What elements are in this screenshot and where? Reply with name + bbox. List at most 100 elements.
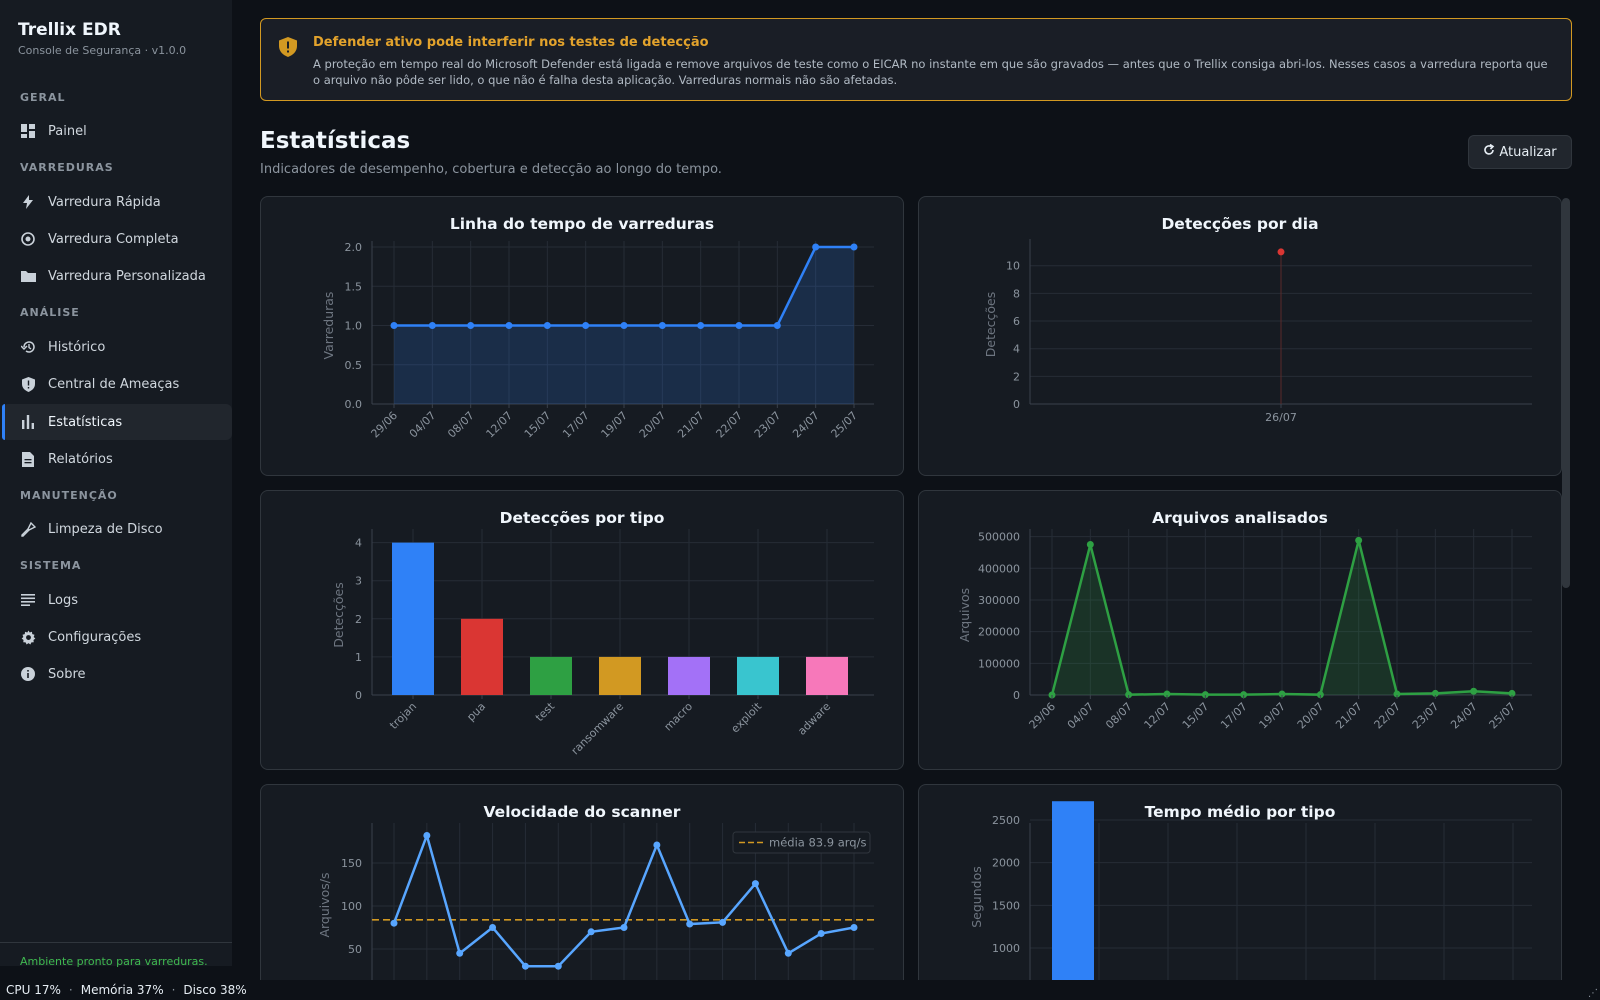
info-icon: [20, 666, 36, 682]
x-tick-label: 17/07: [1218, 700, 1250, 732]
folder-icon: [20, 268, 36, 284]
x-tick-label: 24/07: [790, 409, 822, 441]
sidebar-item-configuracoes[interactable]: Configurações: [2, 619, 232, 655]
data-point: [1431, 689, 1439, 697]
data-point: [1316, 691, 1324, 699]
chart-title: Velocidade do scanner: [483, 803, 681, 821]
x-tick-label: 19/07: [599, 409, 631, 441]
data-point: [773, 322, 781, 329]
y-axis-label: Arquivos: [957, 588, 972, 642]
sidebar-item-logs[interactable]: Logs: [2, 582, 232, 618]
chart-title: Detecções por dia: [1161, 215, 1319, 233]
data-point: [1240, 691, 1248, 699]
y-tick-label: 100: [341, 900, 362, 913]
y-tick-label: 200000: [978, 626, 1020, 639]
separator: ·: [68, 983, 73, 997]
data-point: [620, 322, 628, 329]
data-point: [587, 928, 595, 936]
y-tick-label: 2: [355, 613, 362, 626]
y-tick-label: 50: [348, 943, 362, 956]
y-tick-label: 1500: [992, 899, 1020, 912]
bar: [392, 542, 434, 695]
sidebar-item-limpeza-disco[interactable]: Limpeza de Disco: [2, 511, 232, 547]
sidebar-item-label: Painel: [48, 123, 87, 139]
chart-card-scanner-speed: Velocidade do scanner 50 100 150 Arquivos/s…: [260, 784, 904, 980]
data-point: [1163, 690, 1171, 698]
sidebar-item-estatisticas[interactable]: Estatísticas: [2, 404, 232, 440]
sidebar-item-sobre[interactable]: Sobre: [2, 656, 232, 692]
data-point: [812, 243, 820, 251]
warning-shield-icon: [279, 37, 297, 61]
resize-grip-icon[interactable]: ⋰: [1588, 988, 1598, 999]
disk-usage: Disco 38%: [183, 983, 247, 997]
data-point: [697, 322, 705, 329]
data-point: [751, 880, 759, 888]
sidebar-item-central-ameacas[interactable]: Central de Ameaças: [2, 366, 232, 402]
sidebar-item-varredura-personalizada[interactable]: Varredura Personalizada: [2, 258, 232, 294]
y-tick-label: 4: [355, 537, 362, 550]
data-point: [489, 924, 497, 931]
y-tick-label: 0: [355, 689, 362, 702]
sidebar-item-varredura-rapida[interactable]: Varredura Rápida: [2, 184, 232, 220]
data-point: [543, 322, 551, 329]
page-title: Estatísticas: [260, 128, 411, 154]
data-point: [1201, 691, 1209, 699]
cpu-usage: CPU 17%: [6, 983, 61, 997]
sidebar-item-label: Estatísticas: [48, 414, 123, 430]
scanner-speed-chart: 50 100 150 Arquivos/s média 83.9 arq/s: [317, 823, 874, 980]
sidebar-item-label: Sobre: [48, 666, 86, 682]
sidebar-divider: [0, 942, 232, 943]
x-tick-label: 20/07: [1295, 700, 1327, 732]
sidebar-item-label: Configurações: [48, 629, 142, 645]
bar: [806, 656, 848, 695]
x-tick-label: 15/07: [1180, 700, 1212, 732]
data-point: [784, 949, 792, 957]
content-scrollbar[interactable]: [1562, 198, 1570, 588]
data-point: [719, 918, 727, 926]
sidebar-item-varredura-completa[interactable]: Varredura Completa: [2, 221, 232, 257]
target-icon: [20, 231, 36, 247]
data-point: [428, 322, 436, 329]
y-tick-label: 1.5: [345, 280, 363, 293]
sidebar-item-label: Varredura Completa: [48, 231, 179, 247]
document-icon: [20, 451, 36, 467]
y-axis-label: Arquivos/s: [317, 872, 332, 937]
data-point: [1508, 689, 1516, 697]
refresh-button[interactable]: Atualizar: [1468, 135, 1572, 169]
y-tick-label: 0: [1013, 398, 1020, 411]
x-tick-label: exploit: [729, 699, 765, 735]
x-tick-label: 12/07: [484, 409, 516, 441]
y-tick-label: 100000: [978, 657, 1020, 670]
y-axis-label: Varreduras: [321, 292, 336, 360]
sidebar-item-label: Relatórios: [48, 451, 113, 467]
data-point: [1086, 541, 1094, 549]
y-tick-label: 3: [355, 575, 362, 588]
x-tick-label: ransomware: [569, 700, 627, 758]
x-tick-label: 04/07: [407, 409, 439, 441]
bar: [668, 656, 710, 695]
legend-label: média 83.9 arq/s: [769, 836, 866, 850]
data-point: [620, 924, 628, 931]
refresh-label: Atualizar: [1499, 144, 1557, 160]
x-tick-label: 22/07: [714, 409, 746, 441]
section-label-analise: ANÁLISE: [20, 306, 80, 319]
data-point: [735, 322, 743, 329]
sidebar-item-label: Limpeza de Disco: [48, 521, 163, 537]
x-tick-label: 15/07: [522, 409, 554, 441]
section-label-varreduras: VARREDURAS: [20, 161, 114, 174]
x-tick-label: macro: [662, 700, 696, 734]
shield-icon: [20, 376, 36, 392]
sidebar-item-relatorios[interactable]: Relatórios: [2, 441, 232, 477]
sidebar-item-label: Central de Ameaças: [48, 376, 180, 392]
x-tick-label: adware: [795, 700, 833, 738]
x-tick-label: 08/07: [445, 409, 477, 441]
data-point: [1393, 690, 1401, 698]
status-bar: CPU 17% · Memória 37% · Disco 38%: [0, 980, 1600, 1000]
x-tick-label: 22/07: [1372, 700, 1404, 732]
series-area: [1052, 540, 1512, 695]
sidebar-item-painel[interactable]: Painel: [2, 113, 232, 149]
y-tick-label: 1000: [992, 942, 1020, 955]
sidebar-item-historico[interactable]: Histórico: [2, 329, 232, 365]
y-tick-label: 8: [1013, 287, 1020, 300]
data-point: [653, 841, 661, 849]
